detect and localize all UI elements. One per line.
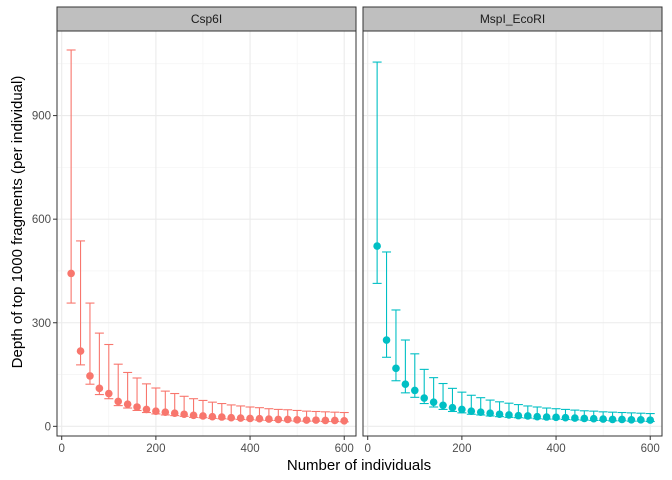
data-point xyxy=(133,403,141,411)
data-point xyxy=(67,269,75,278)
data-point xyxy=(180,410,188,419)
error-bar xyxy=(66,49,76,304)
data-point xyxy=(255,414,264,423)
x-tick-label: 600 xyxy=(335,443,354,455)
data-point xyxy=(476,408,485,416)
data-point xyxy=(637,415,645,424)
data-point xyxy=(274,415,283,424)
x-tick-label: 400 xyxy=(546,443,565,455)
data-point xyxy=(627,415,636,424)
data-point xyxy=(467,407,476,415)
data-point xyxy=(189,411,198,420)
data-point xyxy=(265,415,273,423)
data-point xyxy=(505,411,513,419)
x-tick-label: 200 xyxy=(452,443,471,455)
data-point xyxy=(646,416,655,424)
y-tick-label: 300 xyxy=(32,318,51,330)
panel-background xyxy=(57,31,356,436)
error-bar xyxy=(85,302,95,385)
data-point xyxy=(420,394,429,402)
data-point xyxy=(382,336,391,344)
data-point xyxy=(340,417,349,425)
y-tick-label: 900 xyxy=(32,111,51,123)
data-point xyxy=(76,347,85,355)
x-tick-label: 600 xyxy=(641,443,660,455)
error-bar xyxy=(104,343,114,400)
x-tick-label: 400 xyxy=(240,443,259,455)
data-point xyxy=(142,405,151,414)
data-point xyxy=(302,416,311,424)
data-point xyxy=(618,415,626,424)
data-point xyxy=(458,405,466,414)
data-point xyxy=(552,413,560,422)
x-axis-title: Number of individuals xyxy=(287,457,431,474)
facet-strip xyxy=(362,6,663,32)
data-point xyxy=(410,386,419,395)
data-point xyxy=(104,389,113,398)
facet-strip-label: Csp6I xyxy=(191,12,222,26)
data-point xyxy=(86,372,94,380)
data-point xyxy=(524,412,532,420)
x-tick-label: 200 xyxy=(146,443,165,455)
data-point xyxy=(161,408,170,416)
facet-strip-label: MspI_EcoRI xyxy=(480,12,545,26)
data-point xyxy=(373,242,381,250)
data-point xyxy=(123,400,132,409)
data-point xyxy=(401,380,410,389)
facet-panel-csp6i: Csp6I xyxy=(56,6,357,437)
data-point xyxy=(429,398,438,406)
data-point xyxy=(571,414,579,422)
facet-panel-mspi-ecori: MspI_EcoRI xyxy=(362,6,663,437)
data-point xyxy=(495,410,504,419)
data-point xyxy=(439,401,447,410)
data-point xyxy=(589,414,598,423)
data-point xyxy=(246,414,254,423)
data-point xyxy=(392,364,400,373)
data-point xyxy=(236,414,245,422)
data-point xyxy=(208,412,217,421)
data-point xyxy=(312,416,320,424)
y-tick-label: 0 xyxy=(45,421,51,433)
data-point xyxy=(533,412,542,421)
data-point xyxy=(170,409,179,418)
panels-layer: Csp6I MspI_EcoRI xyxy=(56,6,663,437)
data-point xyxy=(293,415,301,424)
panel-border xyxy=(56,30,357,437)
error-bar xyxy=(94,332,104,396)
data-point xyxy=(114,397,123,406)
data-point xyxy=(580,414,589,423)
y-tick-label: 600 xyxy=(32,214,51,226)
data-point xyxy=(283,415,292,424)
data-point xyxy=(608,415,617,424)
panel-border xyxy=(362,30,663,437)
facet-strip xyxy=(56,6,357,32)
data-point xyxy=(218,413,226,421)
data-point xyxy=(542,413,551,421)
y-axis-layer: 0 300 600 900 xyxy=(32,111,57,433)
data-point xyxy=(486,409,494,418)
data-point xyxy=(95,384,104,393)
error-bar xyxy=(76,240,86,366)
x-tick-label: 0 xyxy=(59,443,65,455)
data-point xyxy=(227,413,236,422)
x-tick-label: 0 xyxy=(365,443,371,455)
x-axis-layer: 0 200 400 600 0 200 400 600 xyxy=(59,436,660,455)
data-point xyxy=(561,413,570,422)
data-point xyxy=(599,415,607,423)
data-point xyxy=(448,403,457,412)
data-point xyxy=(514,411,523,420)
panel-background xyxy=(363,31,662,436)
data-point xyxy=(331,416,339,425)
data-point xyxy=(199,412,207,420)
data-point xyxy=(321,416,330,425)
y-axis-title: Depth of top 1000 fragments (per individ… xyxy=(9,76,26,369)
data-point xyxy=(152,407,160,415)
